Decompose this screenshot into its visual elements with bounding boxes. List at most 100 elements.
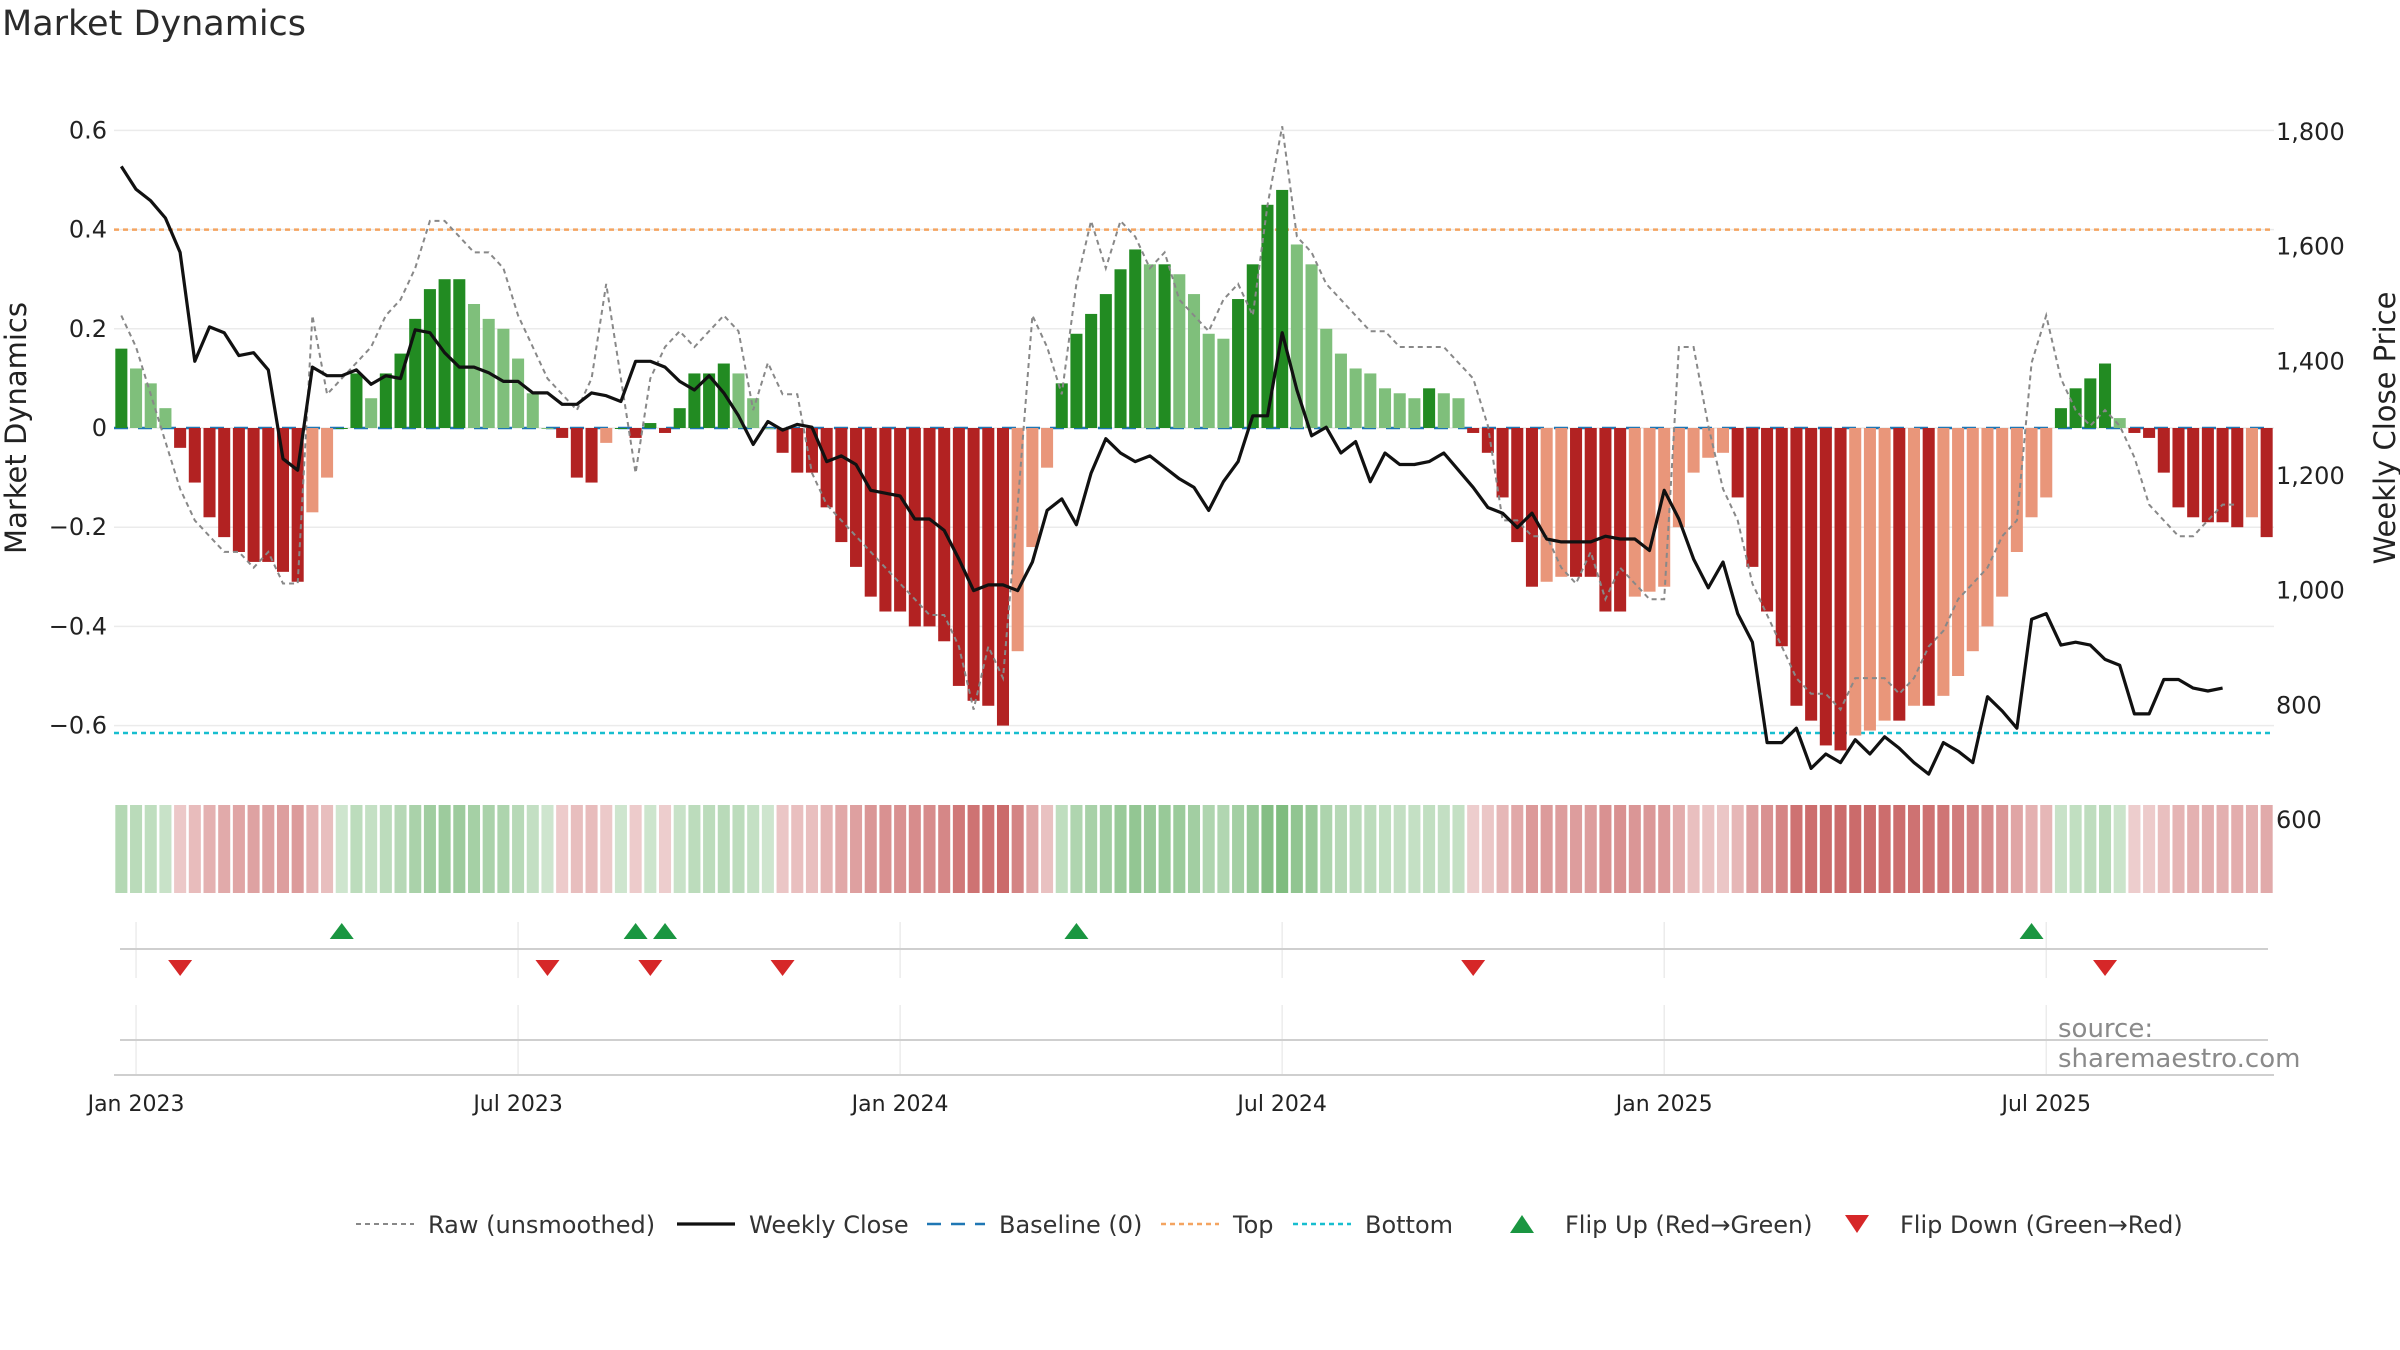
dynamics-bar-33: [600, 428, 613, 443]
strip-cell-48: [820, 805, 833, 893]
strip-cell-91: [1452, 805, 1465, 893]
dynamics-bar-4: [174, 428, 187, 448]
dynamics-bar-121: [1893, 428, 1906, 721]
strip-cell-70: [1143, 805, 1156, 893]
x-tick-label-0: Jan 2023: [86, 1092, 185, 1117]
strip-cell-18: [379, 805, 392, 893]
strip-cell-76: [1232, 805, 1245, 893]
dynamics-bar-111: [1746, 428, 1759, 567]
y-tick-label-6: −0.6: [49, 712, 107, 740]
strip-cell-38: [673, 805, 686, 893]
strip-cell-112: [1761, 805, 1774, 893]
dynamics-bar-127: [1981, 428, 1994, 627]
dynamics-bar-83: [1334, 353, 1347, 428]
strip-cell-37: [659, 805, 672, 893]
dynamics-bar-115: [1805, 428, 1818, 721]
strip-cell-24: [467, 805, 481, 893]
flip-down-marker-3: [770, 960, 795, 976]
strip-cell-107: [1687, 805, 1700, 893]
strip-cell-25: [482, 805, 495, 893]
y2-tick-label-2: 1,400: [2276, 347, 2345, 375]
dynamics-bar-11: [276, 428, 290, 572]
weekly-close-line: [119, 165, 2223, 776]
strip-cell-61: [1011, 805, 1024, 893]
dynamics-bar-46: [791, 428, 804, 473]
dynamics-bar-126: [1966, 428, 1979, 652]
flip-down-marker-4: [1461, 960, 1486, 976]
right-axis-ticks: 1,800 1,600 1,400 1,200 1,000 800 600: [2276, 118, 2345, 834]
strip-cell-128: [1996, 805, 2009, 893]
strip-cell-121: [1893, 805, 1906, 893]
dynamics-bar-84: [1349, 368, 1362, 428]
strip-cell-34: [614, 805, 627, 893]
dynamics-bar-116: [1819, 428, 1832, 746]
strip-cell-7: [218, 805, 231, 893]
strip-cell-12: [291, 805, 304, 893]
raw-line: [120, 126, 2238, 712]
strip-cell-119: [1863, 805, 1876, 893]
dynamics-bar-65: [1070, 333, 1083, 428]
dynamics-bar-10: [262, 428, 275, 562]
dynamics-bar-52: [879, 428, 892, 612]
dynamics-bar-15: [335, 428, 348, 429]
x-tick-label-5: Jul 2025: [1999, 1092, 2091, 1117]
strip-cell-105: [1658, 805, 1671, 893]
dynamics-bar-85: [1364, 373, 1377, 428]
strip-cell-19: [394, 805, 407, 893]
flip-up-marker-1: [623, 923, 648, 939]
dynamics-bar-6: [203, 428, 216, 518]
dynamics-bar-54: [908, 428, 921, 627]
dynamics-bar-3: [159, 408, 172, 428]
dynamics-bar-142: [2201, 428, 2214, 523]
dynamics-bar-53: [894, 428, 907, 612]
legend-label-bottom: Bottom: [1365, 1211, 1453, 1239]
strip-cell-57: [952, 805, 965, 893]
strip-cell-77: [1246, 805, 1259, 893]
dynamics-bar-49: [835, 428, 848, 543]
dynamics-bar-18: [379, 373, 392, 428]
dynamics-bar-78: [1261, 204, 1274, 428]
strip-cell-52: [879, 805, 892, 893]
dynamics-bar-114: [1790, 428, 1803, 706]
dynamics-bar-29: [541, 428, 554, 429]
dynamics-bar-8: [232, 428, 245, 552]
weekly-close-series: [119, 165, 2223, 776]
strip-cell-66: [1085, 805, 1098, 893]
strip-cell-17: [365, 805, 378, 893]
y2-tick-label-4: 1,000: [2276, 577, 2345, 605]
strip-cell-88: [1408, 805, 1421, 893]
dynamics-bar-35: [629, 428, 642, 438]
dynamics-bar-64: [1055, 383, 1068, 428]
strip-cell-30: [556, 805, 569, 893]
dynamics-bar-9: [247, 428, 260, 562]
dynamics-bar-98: [1555, 428, 1568, 577]
legend-label-up: Flip Up (Red→Green): [1565, 1211, 1813, 1239]
flip-down-marker-1: [535, 960, 560, 976]
strip-cell-71: [1158, 805, 1171, 893]
dynamics-bar-131: [2040, 428, 2053, 498]
dynamics-bar-89: [1423, 388, 1436, 428]
dynamics-bar-101: [1599, 428, 1612, 612]
strip-cell-83: [1334, 805, 1347, 893]
dynamics-bar-146: [2260, 428, 2273, 538]
dynamics-bar-139: [2157, 428, 2170, 473]
dynamics-bar-44: [761, 428, 774, 429]
strip-cell-8: [232, 805, 245, 893]
dynamics-bar-141: [2187, 428, 2200, 518]
legend-item-top: Top: [1161, 1211, 1274, 1239]
dynamics-bar-31: [570, 428, 583, 478]
strip-cell-129: [2010, 805, 2023, 893]
strip-cell-36: [644, 805, 657, 893]
strip-cell-16: [350, 805, 363, 893]
strip-cell-109: [1716, 805, 1730, 893]
strip-cell-114: [1790, 805, 1803, 893]
strip-cell-133: [2069, 805, 2082, 893]
dynamics-bar-106: [1672, 428, 1685, 528]
dynamics-bar-104: [1643, 428, 1656, 592]
dynamics-bar-87: [1393, 393, 1406, 428]
strip-cell-101: [1599, 805, 1612, 893]
dynamics-bar-125: [1952, 428, 1965, 676]
strip-cell-87: [1393, 805, 1406, 893]
dynamics-bar-77: [1246, 264, 1259, 428]
raw-series: [120, 126, 2238, 712]
